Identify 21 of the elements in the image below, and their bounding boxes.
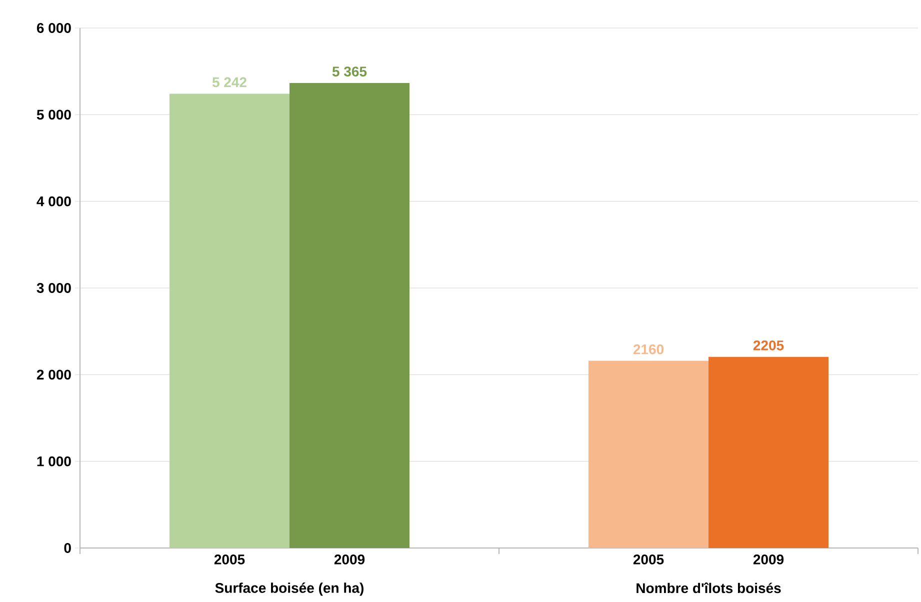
y-tick-label: 2 000	[36, 370, 71, 380]
series-label: 2009	[334, 554, 365, 564]
data-label: 2160	[633, 344, 664, 354]
y-tick-label: 0	[64, 543, 71, 553]
bar	[588, 360, 709, 548]
y-tick-label: 4 000	[36, 196, 71, 206]
bar	[290, 83, 410, 548]
data-label: 2205	[753, 340, 784, 350]
text: 2005	[633, 554, 664, 564]
bar	[708, 356, 829, 548]
y-tick-label: 6 000	[36, 23, 71, 33]
x-tick-label: Surface boisée (en ha)	[215, 582, 364, 596]
x-tick-label: Nombre d'îlots boisés	[636, 582, 781, 594]
data-label: 5 242	[212, 77, 246, 88]
series-label: 2005	[214, 554, 245, 564]
y-tick-label: 3 000	[36, 283, 71, 293]
data-label: 5 365	[332, 66, 367, 77]
y-tick-label: 1 000	[37, 456, 71, 466]
bar	[170, 94, 290, 548]
text: 2009	[753, 554, 784, 564]
y-tick-label: 5 000	[36, 110, 71, 120]
